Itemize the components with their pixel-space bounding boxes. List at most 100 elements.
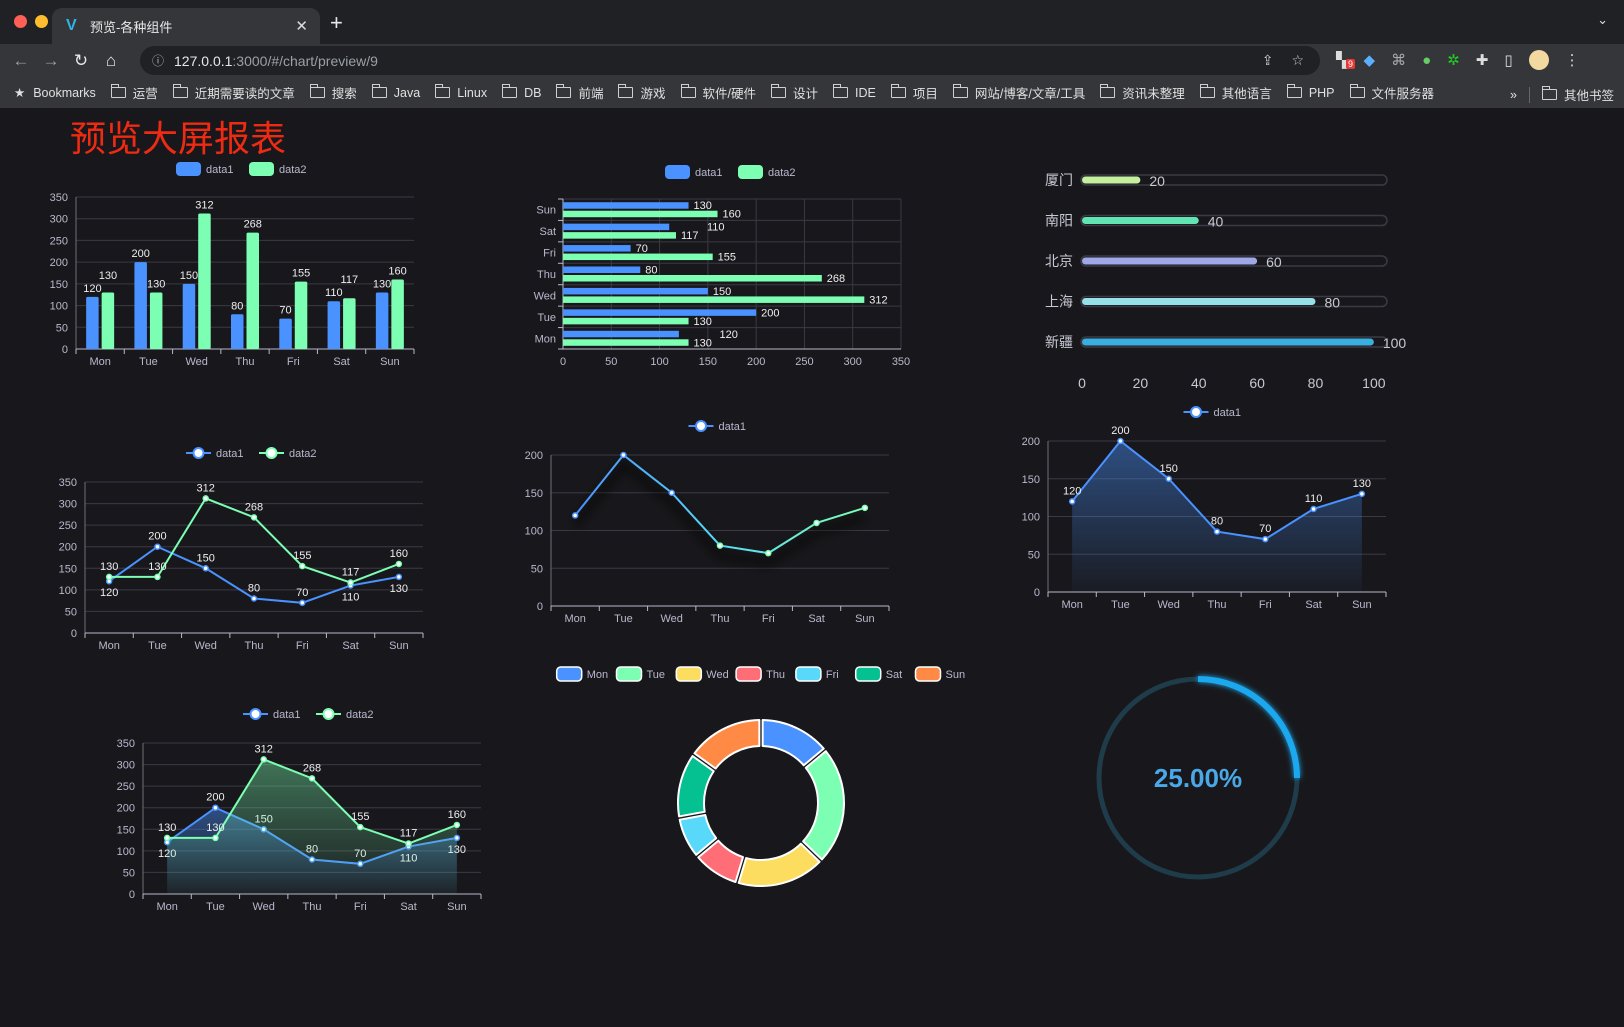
bookmarks-bar-end: » 其他书签 xyxy=(1504,85,1614,104)
x-tick-label: 0 xyxy=(1078,375,1086,391)
data-point xyxy=(1165,475,1172,482)
y-tick-label: 50 xyxy=(56,322,68,334)
bookmark-folder[interactable]: 搜索 xyxy=(309,83,357,102)
bookmark-folder[interactable]: PHP xyxy=(1286,84,1335,100)
sidepanel-icon[interactable]: ▯ xyxy=(1504,52,1513,69)
legend-item-data2[interactable]: data2 xyxy=(738,165,796,179)
legend-item-data1[interactable]: data1 xyxy=(186,447,244,460)
command-extension-icon[interactable]: ⌘ xyxy=(1391,52,1407,69)
extension-badge: 9 xyxy=(1346,59,1356,69)
menu-icon[interactable]: ⋮ xyxy=(1564,52,1580,69)
legend-label: data1 xyxy=(1214,407,1242,419)
bar-data1 xyxy=(327,301,341,349)
bookmark-folder[interactable]: 近期需要读的文章 xyxy=(172,83,295,102)
info-icon[interactable]: ⓘ xyxy=(152,54,165,68)
bookmark-folder[interactable]: 设计 xyxy=(770,83,818,102)
y-tick-label: 0 xyxy=(71,628,77,640)
close-window-button[interactable] xyxy=(14,15,27,28)
legend-item-data2[interactable]: data2 xyxy=(316,708,374,721)
bookmark-folder[interactable]: 资讯未整理 xyxy=(1100,83,1185,102)
share-icon[interactable]: ⇪ xyxy=(1261,52,1274,68)
bookmark-star-icon[interactable]: ☆ xyxy=(1291,52,1304,68)
data-label: 312 xyxy=(255,743,273,755)
legend-item-fri[interactable]: Fri xyxy=(795,666,839,682)
bookmark-folder[interactable]: 游戏 xyxy=(618,83,666,102)
bookmark-folder[interactable]: DB xyxy=(502,84,541,100)
bookmark-folder[interactable]: Java xyxy=(371,84,420,100)
y-tick-label: 250 xyxy=(59,520,77,532)
forward-button[interactable]: → xyxy=(42,50,60,70)
legend-swatch-icon xyxy=(615,666,643,682)
bookmark-folder[interactable]: 网站/博客/文章/工具 xyxy=(952,83,1085,102)
legend-label: data2 xyxy=(279,164,307,176)
x-tick-label: 40 xyxy=(1191,375,1207,391)
bar-data2 xyxy=(101,292,115,349)
x-tick-label: Wed xyxy=(1158,599,1180,611)
other-bookmarks-folder[interactable]: 其他书签 xyxy=(1541,85,1614,104)
x-tick-label: 60 xyxy=(1249,375,1265,391)
bookmarks-overflow-button[interactable]: » xyxy=(1510,87,1517,102)
back-button[interactable]: ← xyxy=(12,50,30,70)
home-button[interactable]: ⌂ xyxy=(105,50,117,70)
folder-icon xyxy=(435,84,451,98)
category-label: 新疆 xyxy=(1045,334,1073,350)
profile-avatar[interactable] xyxy=(1528,50,1549,70)
bookmark-folder[interactable]: 文件服务器 xyxy=(1349,83,1434,102)
legend-item-wed[interactable]: Wed xyxy=(675,666,729,682)
minimize-window-button[interactable] xyxy=(35,15,48,28)
bookmark-folder[interactable]: 软件/硬件 xyxy=(680,83,756,102)
x-tick-label: Sat xyxy=(342,640,359,652)
y-tick-label: 250 xyxy=(117,781,135,793)
legend-item-sat[interactable]: Sat xyxy=(854,666,903,682)
x-tick-label: Sun xyxy=(380,356,400,368)
x-tick-label: Tue xyxy=(1111,599,1130,611)
data-point xyxy=(202,565,209,572)
bookmarks-list: ★ Bookmarks 运营 近期需要读的文章 搜索 Java Linux DB 前端 游戏 软件… xyxy=(14,83,1449,102)
active-tab[interactable]: V 预览-各种组件 ✕ xyxy=(52,8,320,44)
folder-label: 项目 xyxy=(912,87,938,101)
legend-swatch-icon xyxy=(176,162,201,176)
bookmark-folder[interactable]: Linux xyxy=(435,84,487,100)
bookmark-folder[interactable]: IDE xyxy=(833,84,876,100)
legend-item-data1[interactable]: data1 xyxy=(243,708,301,721)
legend-item-data1[interactable]: data1 xyxy=(665,165,723,179)
legend-item-data1[interactable]: data1 xyxy=(688,420,747,433)
legend-item-thu[interactable]: Thu xyxy=(735,666,785,682)
legend-item-data2[interactable]: data2 xyxy=(249,162,307,176)
data-point xyxy=(260,756,267,763)
data-point xyxy=(716,542,724,549)
bookmark-folder[interactable]: 运营 xyxy=(110,83,158,102)
tab-bar: V 预览-各种组件 ✕ + ⌄ xyxy=(0,0,1624,44)
data-label: 130 xyxy=(206,822,224,834)
circle-extension-icon[interactable]: ● xyxy=(1422,51,1432,69)
legend-item-data2[interactable]: data2 xyxy=(259,447,317,460)
star-extension-icon[interactable]: ✲ xyxy=(1447,52,1460,69)
line-chart: data1 data2 0 50 100 150 200 250 300 350 Mon Tue Wed… xyxy=(59,447,424,652)
legend-item-tue[interactable]: Tue xyxy=(615,666,666,682)
close-tab-icon[interactable]: ✕ xyxy=(295,18,308,35)
bookmark-folder[interactable]: 前端 xyxy=(556,83,603,102)
extension-icon[interactable]: ▚ 9 xyxy=(1336,52,1356,69)
legend-item-data1[interactable]: data1 xyxy=(176,162,234,176)
legend-item-mon[interactable]: Mon xyxy=(555,666,608,682)
bar-data1 xyxy=(563,287,708,295)
puzzle-icon[interactable]: ✚ xyxy=(1475,52,1489,69)
legend-label: data2 xyxy=(289,448,317,460)
data-point xyxy=(202,495,209,502)
y-tick-label: 100 xyxy=(525,526,543,538)
gem-extension-icon[interactable]: ◆ xyxy=(1363,52,1376,69)
legend-item-sun[interactable]: Sun xyxy=(914,666,966,682)
category-label: 南阳 xyxy=(1045,213,1073,229)
bookmark-folder[interactable]: 其他语言 xyxy=(1199,83,1272,102)
bookmark-folder[interactable]: 项目 xyxy=(890,83,938,102)
legend-item-data1[interactable]: data1 xyxy=(1183,406,1242,419)
data-point xyxy=(308,775,316,782)
reload-button[interactable]: ↻ xyxy=(73,50,89,70)
new-tab-button[interactable]: + xyxy=(330,10,343,35)
folder-icon xyxy=(502,84,518,98)
address-bar[interactable]: ⓘ 127.0.0.1:3000/#/chart/preview/9 ⇪ ☆ xyxy=(140,46,1320,75)
bookmarks-button[interactable]: ★ Bookmarks xyxy=(14,85,96,101)
legend-label: data1 xyxy=(273,709,301,721)
data-point xyxy=(861,504,869,512)
tab-search-chevron-icon[interactable]: ⌄ xyxy=(1597,12,1608,27)
